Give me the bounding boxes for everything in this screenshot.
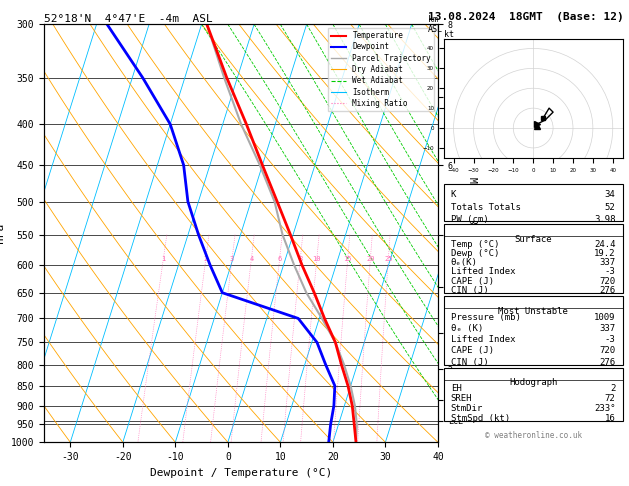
Text: -3: -3 xyxy=(605,267,616,277)
Text: θₑ(K): θₑ(K) xyxy=(451,258,477,267)
Text: 276: 276 xyxy=(599,286,616,295)
Text: 337: 337 xyxy=(599,324,616,333)
Text: Most Unstable: Most Unstable xyxy=(498,307,568,315)
Y-axis label: hPa: hPa xyxy=(0,223,5,243)
Text: Dewp (°C): Dewp (°C) xyxy=(451,249,499,258)
Text: 276: 276 xyxy=(599,358,616,366)
Text: StmDir: StmDir xyxy=(451,404,483,413)
Text: CIN (J): CIN (J) xyxy=(451,286,489,295)
Text: 34: 34 xyxy=(605,190,616,199)
Text: -3: -3 xyxy=(605,335,616,344)
Text: 72: 72 xyxy=(605,394,616,403)
Text: 4: 4 xyxy=(249,256,253,262)
Text: PW (cm): PW (cm) xyxy=(451,215,489,224)
Text: kt: kt xyxy=(443,30,454,38)
Text: K: K xyxy=(451,190,456,199)
Text: 10: 10 xyxy=(313,256,321,262)
Text: 6: 6 xyxy=(277,256,282,262)
X-axis label: Dewpoint / Temperature (°C): Dewpoint / Temperature (°C) xyxy=(150,468,332,478)
Text: 13.08.2024  18GMT  (Base: 12): 13.08.2024 18GMT (Base: 12) xyxy=(428,12,623,22)
Text: CIN (J): CIN (J) xyxy=(451,358,489,366)
Text: Totals Totals: Totals Totals xyxy=(451,203,521,212)
Text: CAPE (J): CAPE (J) xyxy=(451,347,494,355)
Text: 2: 2 xyxy=(204,256,208,262)
Text: Hodograph: Hodograph xyxy=(509,379,557,387)
Text: 3: 3 xyxy=(230,256,234,262)
Text: 25: 25 xyxy=(384,256,392,262)
Y-axis label: Mixing Ratio (g/kg): Mixing Ratio (g/kg) xyxy=(467,177,477,289)
Text: 2: 2 xyxy=(610,384,616,393)
Text: Surface: Surface xyxy=(515,235,552,244)
Legend: Temperature, Dewpoint, Parcel Trajectory, Dry Adiabat, Wet Adiabat, Isotherm, Mi: Temperature, Dewpoint, Parcel Trajectory… xyxy=(328,28,434,111)
Text: 3.98: 3.98 xyxy=(594,215,616,224)
Text: 233°: 233° xyxy=(594,404,616,413)
FancyBboxPatch shape xyxy=(443,184,623,222)
Text: © weatheronline.co.uk: © weatheronline.co.uk xyxy=(484,431,582,440)
Text: 337: 337 xyxy=(599,258,616,267)
Text: Lifted Index: Lifted Index xyxy=(451,335,515,344)
Text: CAPE (J): CAPE (J) xyxy=(451,277,494,286)
Text: Pressure (mb): Pressure (mb) xyxy=(451,313,521,322)
Text: θₑ (K): θₑ (K) xyxy=(451,324,483,333)
Text: 720: 720 xyxy=(599,347,616,355)
Text: 24.4: 24.4 xyxy=(594,240,616,248)
Text: km
ASL: km ASL xyxy=(428,15,443,34)
Text: 1009: 1009 xyxy=(594,313,616,322)
Text: 52: 52 xyxy=(605,203,616,212)
Text: SREH: SREH xyxy=(451,394,472,403)
Text: 52°18'N  4°47'E  -4m  ASL: 52°18'N 4°47'E -4m ASL xyxy=(44,14,213,23)
Text: 15: 15 xyxy=(343,256,352,262)
FancyBboxPatch shape xyxy=(443,368,623,421)
Text: 1: 1 xyxy=(161,256,165,262)
Text: EH: EH xyxy=(451,384,462,393)
Text: Lifted Index: Lifted Index xyxy=(451,267,515,277)
Text: Temp (°C): Temp (°C) xyxy=(451,240,499,248)
Text: 19.2: 19.2 xyxy=(594,249,616,258)
Text: 20: 20 xyxy=(366,256,375,262)
Text: 8: 8 xyxy=(298,256,303,262)
Text: 720: 720 xyxy=(599,277,616,286)
Text: StmSpd (kt): StmSpd (kt) xyxy=(451,414,510,423)
Text: 16: 16 xyxy=(605,414,616,423)
FancyBboxPatch shape xyxy=(443,224,623,293)
FancyBboxPatch shape xyxy=(443,296,623,365)
